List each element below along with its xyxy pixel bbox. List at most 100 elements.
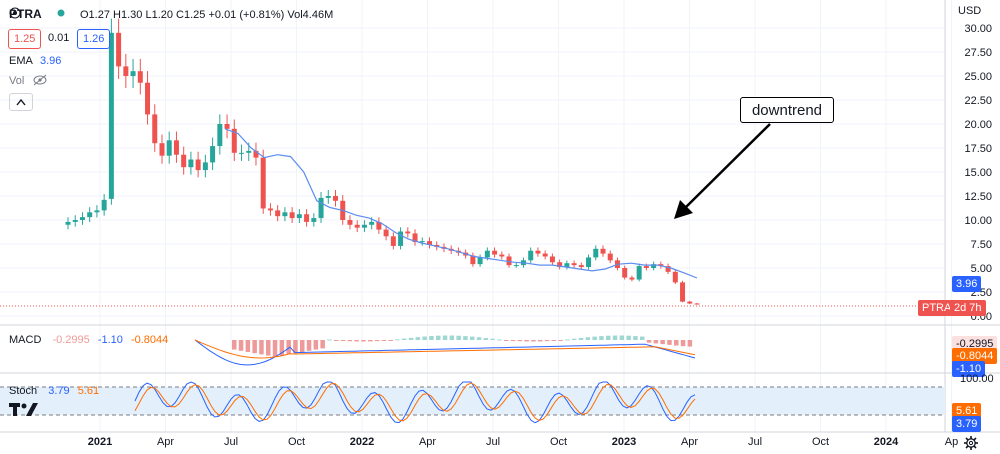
- candle: [629, 275, 635, 282]
- macd-histogram-bar: [483, 337, 489, 340]
- time-tick-label: 2023: [612, 436, 636, 448]
- eye-off-icon[interactable]: [32, 73, 48, 87]
- annotation-box[interactable]: downtrend: [740, 97, 834, 123]
- macd-histogram-bar: [381, 340, 387, 341]
- candle: [535, 247, 541, 257]
- ohlc-readout: O1.27 H1.30 L1.20 C1.25 +0.01 (+0.81%) V…: [80, 9, 333, 21]
- candle: [275, 205, 281, 222]
- ema-price-badge: 3.96: [952, 276, 982, 292]
- stoch-d-value: 5.61: [77, 385, 100, 397]
- candle: [166, 131, 172, 164]
- price-tick-label: 25.00: [964, 71, 992, 83]
- time-tick-label: Jul: [224, 436, 238, 448]
- candle: [426, 237, 432, 249]
- bid-button[interactable]: 1.25: [8, 29, 42, 49]
- candle: [528, 247, 534, 264]
- candle: [325, 190, 331, 204]
- candle: [513, 262, 519, 268]
- macd-histogram-bar: [272, 340, 278, 357]
- currency-label[interactable]: USD: [958, 5, 982, 17]
- candle: [607, 250, 613, 264]
- time-axis[interactable]: 2021 Apr Jul Oct 2022 Apr Jul Oct 2023 Apr Jul Oct 2…: [88, 436, 958, 448]
- macd-line-badge: -1.10: [952, 361, 986, 377]
- macd-histogram-bar: [429, 336, 434, 340]
- macd-histogram-bar: [476, 337, 482, 340]
- vol-label[interactable]: Vol: [9, 75, 25, 87]
- candle: [267, 203, 273, 216]
- macd-histogram-bar: [415, 337, 421, 340]
- spread-value: 0.01: [48, 32, 70, 44]
- candle: [347, 215, 353, 230]
- candle: [680, 280, 686, 303]
- candle: [586, 254, 592, 270]
- macd-histogram-bar: [538, 340, 543, 342]
- candle: [376, 217, 382, 234]
- macd-histogram-bar: [572, 338, 577, 340]
- ohlc-open: O1.27: [80, 9, 110, 21]
- macd-histogram-bar: [463, 336, 468, 340]
- candle: [224, 114, 230, 139]
- time-tick-label: Apr: [419, 436, 436, 448]
- macd-histogram-bar: [340, 340, 346, 341]
- candle: [311, 213, 317, 227]
- candle: [477, 254, 483, 267]
- candle: [123, 53, 129, 88]
- candle: [145, 71, 151, 125]
- candle: [130, 58, 136, 88]
- circle-dot-icon[interactable]: [8, 6, 22, 20]
- candle: [398, 227, 404, 250]
- macd-histogram-bar: [300, 340, 305, 352]
- candle: [412, 229, 418, 246]
- ohlc-volume: Vol4.46M: [287, 9, 334, 21]
- macd-value: -1.10: [97, 334, 123, 346]
- macd-histogram-bar: [633, 336, 638, 340]
- macd-histogram-bar: [544, 340, 550, 342]
- time-tick-label: 2022: [350, 436, 374, 448]
- price-tick-label: 17.50: [964, 143, 992, 155]
- collapse-icon[interactable]: [9, 93, 33, 111]
- stoch-upper-label: 100.00: [960, 373, 994, 385]
- stoch-d-badge: 5.61: [952, 403, 982, 419]
- settings-icon[interactable]: [963, 435, 979, 451]
- macd-histogram-bar: [504, 340, 509, 341]
- candle: [564, 260, 570, 270]
- macd-histogram-bar: [334, 340, 339, 341]
- ema-label[interactable]: EMA: [9, 55, 33, 67]
- macd-histogram-bar: [517, 340, 523, 342]
- macd-histogram-bar: [490, 338, 495, 340]
- price-tick-label: 15.00: [964, 167, 992, 179]
- time-tick-label: Oct: [550, 436, 567, 448]
- macd-label[interactable]: MACD: [9, 334, 42, 346]
- time-tick-label: Jul: [748, 436, 762, 448]
- ohlc-close: C1.25: [176, 9, 206, 21]
- price-tick-label: 5.00: [971, 263, 992, 275]
- candle: [557, 259, 563, 270]
- tradingview-logo-icon[interactable]: [9, 400, 39, 418]
- macd-histogram-bar: [640, 336, 645, 340]
- macd-histogram-bar: [232, 340, 237, 350]
- candle: [542, 250, 548, 260]
- price-tick-label: 27.50: [964, 47, 992, 59]
- symbol-title[interactable]: PTRA: [9, 7, 42, 21]
- price-axis[interactable]: 30.00 27.50 25.00 22.50 20.00 17.50 15.00 12.50…: [964, 23, 992, 323]
- candle: [79, 212, 85, 225]
- macd-histogram-bar: [558, 340, 563, 341]
- macd-histogram-bar: [402, 338, 407, 340]
- candle: [492, 247, 498, 258]
- stoch-k-value: 3.79: [48, 385, 70, 397]
- stoch-label[interactable]: Stoch: [9, 385, 38, 397]
- macd-legend: MACD -0.2995 -1.10 -0.8044: [9, 334, 168, 346]
- macd-histogram-bar: [660, 340, 665, 345]
- annotation-text: downtrend: [751, 101, 823, 119]
- ask-button[interactable]: 1.26: [77, 29, 111, 49]
- candle: [231, 119, 237, 161]
- time-tick-label: Ap: [945, 436, 958, 448]
- candle: [87, 207, 93, 223]
- candle: [390, 232, 396, 250]
- candle: [470, 252, 476, 267]
- macd-histogram-bar: [306, 340, 312, 351]
- stoch-legend: Stoch 3.79 5.61: [9, 385, 99, 397]
- candle: [217, 114, 223, 155]
- macd-histogram-bar: [286, 340, 291, 355]
